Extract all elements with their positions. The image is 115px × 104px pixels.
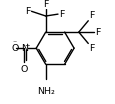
Text: F: F xyxy=(43,0,48,9)
Text: F: F xyxy=(88,11,94,20)
Text: NH₂: NH₂ xyxy=(36,87,54,96)
Text: F: F xyxy=(88,44,94,53)
Text: ⁻: ⁻ xyxy=(13,38,17,47)
Text: F: F xyxy=(94,28,99,37)
Text: N: N xyxy=(21,44,28,53)
Text: O: O xyxy=(21,65,28,74)
Text: F: F xyxy=(25,7,30,16)
Text: F: F xyxy=(58,10,64,19)
Text: O: O xyxy=(11,44,19,53)
Text: +: + xyxy=(24,43,30,49)
